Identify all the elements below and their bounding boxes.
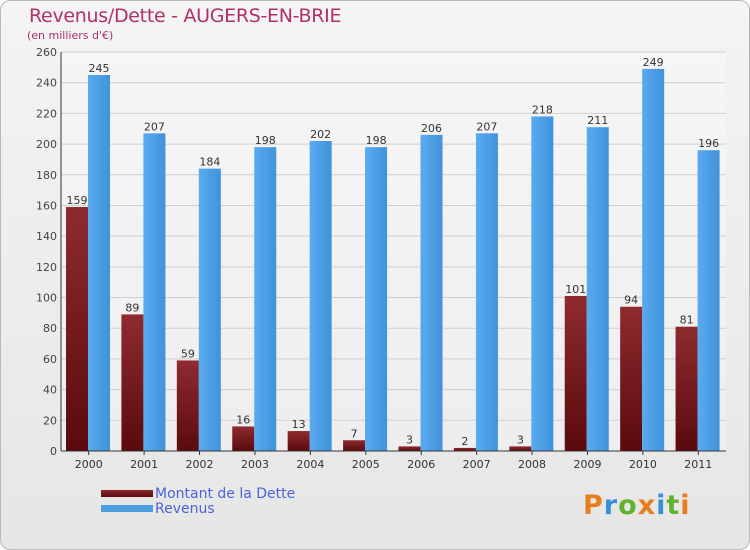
data-label: 249 xyxy=(643,56,664,69)
axes: 0 20 40 60 80 100 120 140 160 180 200 220 240 260 2000… xyxy=(36,46,726,471)
data-label: 211 xyxy=(587,114,608,127)
bar-revenus xyxy=(254,147,277,451)
y-tick-label: 140 xyxy=(36,230,57,243)
bar-revenus xyxy=(365,147,388,451)
data-label: 196 xyxy=(698,137,719,150)
bar-dette xyxy=(509,446,532,451)
data-label: 3 xyxy=(406,433,413,446)
bar-dette xyxy=(675,326,698,451)
x-tick-label: 2009 xyxy=(573,458,601,471)
data-label: 198 xyxy=(366,134,387,147)
data-label: 59 xyxy=(181,347,195,360)
logo-letter: i xyxy=(656,490,667,521)
bar-revenus xyxy=(88,75,110,452)
bar-revenus xyxy=(586,127,609,451)
data-label: 3 xyxy=(517,433,524,446)
data-label: 159 xyxy=(67,194,88,207)
data-label: 101 xyxy=(565,283,586,296)
bar-dette xyxy=(232,426,255,451)
x-tick-label: 2004 xyxy=(296,458,324,471)
data-label: 218 xyxy=(532,103,553,116)
bar-revenus xyxy=(475,133,498,452)
data-label: 81 xyxy=(680,314,694,327)
y-tick-label: 240 xyxy=(36,77,57,90)
y-tick-label: 160 xyxy=(36,199,57,212)
bar-dette xyxy=(564,296,587,451)
proxiti-logo: Proxiti xyxy=(583,490,691,521)
bar-dette xyxy=(121,314,144,451)
data-label: 198 xyxy=(255,134,276,147)
logo-letter: x xyxy=(637,490,657,521)
data-labels: 159 245 89 207 59 184 16 198 13 202 7 198 3 206 2 207 3 2… xyxy=(67,56,720,448)
chart-title: Revenus/Dette - AUGERS-EN-BRIE xyxy=(29,5,342,27)
bar-revenus xyxy=(420,134,443,451)
legend-swatch-dette xyxy=(101,490,153,497)
x-tick-label: 2007 xyxy=(463,458,491,471)
x-tick-label: 2006 xyxy=(407,458,435,471)
x-tick-label: 2003 xyxy=(241,458,269,471)
x-tick-label: 2008 xyxy=(518,458,546,471)
legend-label-dette: Montant de la Dette xyxy=(155,486,296,502)
y-tick-label: 60 xyxy=(43,353,57,366)
bar-revenus xyxy=(309,141,332,451)
y-tick-label: 260 xyxy=(36,46,57,59)
data-label: 202 xyxy=(310,128,331,141)
chart-subtitle: (en milliers d'€) xyxy=(27,29,114,42)
data-label: 16 xyxy=(236,413,250,426)
grid-lines xyxy=(61,51,726,452)
x-tick-label: 2002 xyxy=(186,458,214,471)
bars xyxy=(66,68,720,452)
y-tick-label: 100 xyxy=(36,292,57,305)
legend-label-revenus: Revenus xyxy=(155,501,215,517)
bar-dette xyxy=(620,306,643,451)
data-label: 94 xyxy=(624,294,638,307)
x-tick-label: 2000 xyxy=(75,458,103,471)
bar-dette xyxy=(343,440,366,451)
y-tick-label: 80 xyxy=(43,322,57,335)
data-label: 13 xyxy=(292,418,306,431)
bar-dette xyxy=(287,431,310,451)
y-tick-label: 0 xyxy=(50,445,57,458)
data-label: 2 xyxy=(461,435,468,448)
x-tick-label: 2011 xyxy=(684,458,712,471)
legend-swatch-revenus xyxy=(101,505,153,512)
data-label: 184 xyxy=(199,156,220,169)
bar-revenus xyxy=(198,168,221,451)
y-tick-label: 200 xyxy=(36,138,57,151)
bar-revenus xyxy=(697,150,720,451)
logo-letter: t xyxy=(666,490,681,521)
x-tick-label: 2001 xyxy=(130,458,158,471)
logo-letter: r xyxy=(603,490,619,521)
logo-letter: i xyxy=(680,490,691,521)
y-tick-label: 20 xyxy=(43,414,57,427)
bar-revenus xyxy=(642,68,665,451)
x-tick-label: 2010 xyxy=(629,458,657,471)
data-label: 206 xyxy=(421,122,442,135)
data-label: 207 xyxy=(144,120,165,133)
bar-dette xyxy=(66,206,88,451)
bar-revenus xyxy=(143,133,166,452)
bar-dette xyxy=(453,447,476,451)
y-tick-label: 40 xyxy=(43,384,57,397)
x-tick-label: 2005 xyxy=(352,458,380,471)
y-tick-label: 120 xyxy=(36,261,57,274)
y-tick-label: 220 xyxy=(36,107,57,120)
bar-dette xyxy=(176,360,199,451)
data-label: 207 xyxy=(476,120,497,133)
data-label: 245 xyxy=(89,62,110,75)
logo-letter: o xyxy=(618,490,638,521)
data-label: 7 xyxy=(351,427,358,440)
bar-dette xyxy=(398,446,421,451)
logo-letter: P xyxy=(583,490,604,521)
bar-revenus xyxy=(531,116,554,451)
data-label: 89 xyxy=(125,301,139,314)
y-tick-label: 180 xyxy=(36,169,57,182)
